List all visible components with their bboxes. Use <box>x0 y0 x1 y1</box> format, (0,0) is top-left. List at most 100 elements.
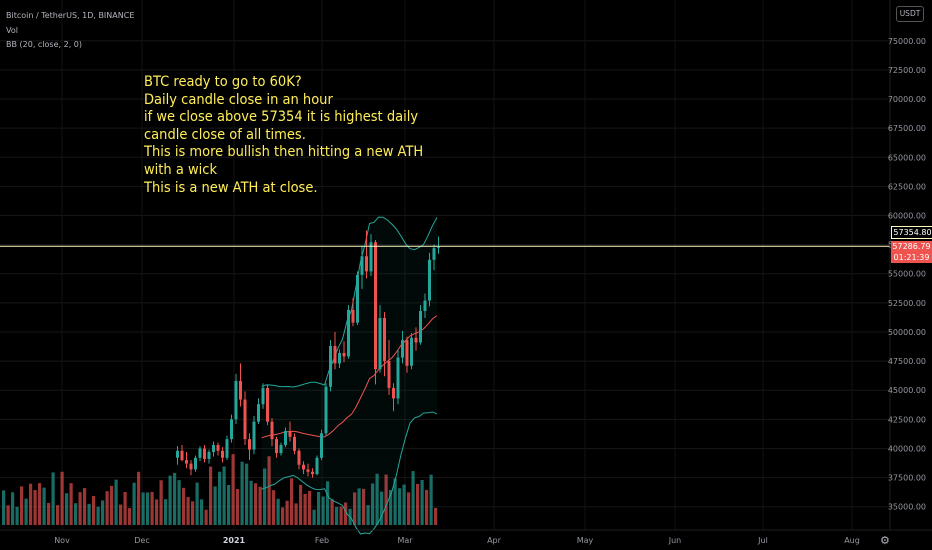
volume-bar <box>155 499 159 525</box>
annotation-line: candle close of all times. <box>144 126 306 143</box>
grid <box>0 0 890 530</box>
volume-bar <box>69 483 73 525</box>
candle <box>270 418 274 447</box>
symbol-title[interactable]: Bitcoin / TetherUS, 1D, BINANCE <box>6 11 135 20</box>
volume-bar <box>137 471 141 525</box>
band-fill <box>261 217 437 535</box>
candle-body <box>194 457 197 470</box>
volume-bar <box>398 488 402 525</box>
candle <box>414 327 418 351</box>
candle-body <box>401 340 404 358</box>
candle-body <box>252 421 256 450</box>
candle-body <box>234 380 238 420</box>
candle-body <box>221 450 224 458</box>
candle-body <box>387 361 391 388</box>
candle-body <box>302 464 305 470</box>
currency-button[interactable]: USDT <box>896 6 924 22</box>
volume-bar <box>114 479 118 525</box>
candle-body <box>338 352 341 364</box>
volume-bar <box>240 461 244 525</box>
candle-body <box>230 419 233 440</box>
x-tick-label: Aug <box>844 536 860 545</box>
candle <box>324 383 328 436</box>
volume-bar <box>407 492 411 525</box>
candle <box>378 305 382 373</box>
candle <box>225 435 229 461</box>
candle <box>275 436 278 458</box>
volume-bar <box>276 498 280 525</box>
volume-bar <box>2 490 6 525</box>
volume-bar <box>389 490 393 525</box>
candle-body <box>356 274 359 323</box>
candle <box>428 252 431 307</box>
volume-bar <box>258 486 262 525</box>
candle <box>410 333 413 370</box>
volume-bar <box>272 490 276 525</box>
volume-bar <box>195 482 199 525</box>
candle-body <box>275 439 278 454</box>
candle <box>360 245 364 289</box>
last-price-value: 57286.79 <box>892 242 931 251</box>
price-axis: 35000.00 37500.00 40000.00 42500.00 45000.00… <box>888 37 926 512</box>
candle <box>329 340 332 392</box>
volume-bar <box>24 498 28 525</box>
candle <box>189 460 193 476</box>
annotation-text[interactable]: BTC ready to go to 60K? Daily candle clo… <box>144 74 423 197</box>
annotation-line: This is more bullish then hitting a new … <box>144 144 424 161</box>
level-price-tag: 57354.80 <box>891 226 932 239</box>
y-tick-label: 62500.00 <box>888 182 926 191</box>
y-tick-label: 37500.00 <box>888 474 926 483</box>
candle-body <box>360 256 364 275</box>
x-tick-label: Jul <box>757 536 768 545</box>
candle-body <box>414 337 418 343</box>
volume-bar <box>312 509 316 525</box>
volume-bar <box>371 483 375 525</box>
bb-legend[interactable]: BB (20, close, 2, 0) <box>6 40 82 49</box>
vol-legend[interactable]: Vol <box>6 26 18 35</box>
candle-body <box>428 259 431 301</box>
volume-bar <box>87 503 91 525</box>
volume-bar <box>218 471 222 525</box>
candle <box>185 451 188 469</box>
candle-body <box>351 309 355 323</box>
candle <box>311 468 314 478</box>
annotation-line: This is a new ATH at close. <box>144 179 318 196</box>
candle-body <box>198 448 202 458</box>
candle-body <box>248 439 251 450</box>
volume-bar <box>42 487 46 525</box>
candle-body <box>374 242 377 370</box>
candle-body <box>365 256 368 272</box>
candle <box>423 293 427 318</box>
candle <box>216 442 220 456</box>
y-tick-label: 52500.00 <box>888 299 926 308</box>
candle <box>437 236 440 254</box>
candle <box>419 305 422 345</box>
candle <box>315 455 319 476</box>
candle-body <box>306 469 310 472</box>
y-tick-label: 67500.00 <box>888 124 926 133</box>
volume-bar <box>330 499 334 525</box>
volume-bar <box>321 496 325 525</box>
volume-bar <box>204 509 208 525</box>
gear-icon[interactable]: ⚙ <box>880 534 890 547</box>
candle <box>221 447 224 463</box>
candle-body <box>437 247 440 249</box>
lower-band <box>261 411 438 535</box>
volume-bar <box>6 505 10 525</box>
candle-body <box>212 444 215 452</box>
volume-bar <box>425 489 429 525</box>
candle-body <box>207 451 211 459</box>
volume-bar <box>119 504 123 525</box>
candle <box>234 373 238 424</box>
volume-bar <box>380 491 384 525</box>
volume-bar <box>263 468 267 525</box>
candle <box>248 433 251 461</box>
volume-bar <box>56 505 60 525</box>
candle <box>347 305 350 359</box>
volume-bar <box>132 482 136 525</box>
volume-bar <box>420 479 424 525</box>
volume-bar <box>326 481 330 525</box>
x-tick-label: Apr <box>487 536 502 545</box>
candle <box>198 446 202 462</box>
